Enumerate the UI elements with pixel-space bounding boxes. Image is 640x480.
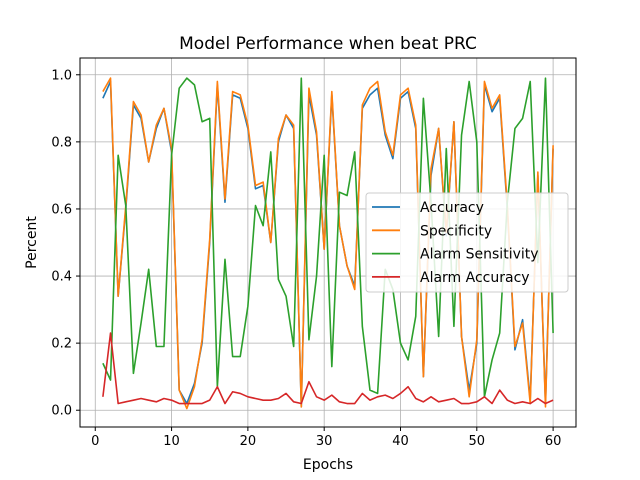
y-tick-label: 0.4 (51, 270, 72, 285)
plot-frame (79, 57, 577, 428)
series-line-alarm-sensitivity (102, 77, 554, 398)
series-line-alarm-accuracy (102, 332, 554, 405)
axis-ticks: 0 10 20 30 40 50 60 0.0 0.2 0.4 0.6 0.8 1.0 (51, 68, 561, 449)
y-tick-label: 0.6 (51, 202, 72, 217)
legend: Accuracy Specificity Alarm Sensitivity Alar… (365, 192, 569, 293)
x-tick-label: 60 (545, 434, 562, 449)
x-tick-label: 10 (163, 434, 180, 449)
y-tick-label: 0.8 (51, 135, 72, 150)
legend-label-alarm-sensitivity: Alarm Sensitivity (420, 247, 539, 263)
x-axis-label: Epochs (303, 457, 353, 473)
legend-box (365, 192, 569, 293)
y-tick-label: 0.2 (51, 337, 72, 352)
chart-title: Model Performance when beat PRC (179, 34, 477, 54)
series-line-specificity (102, 77, 554, 410)
legend-label-specificity: Specificity (420, 223, 492, 239)
x-tick-label: 0 (91, 434, 99, 449)
x-tick-label: 20 (240, 434, 257, 449)
y-axis-label: Percent (24, 216, 40, 269)
x-tick-label: 40 (392, 434, 409, 449)
x-tick-label: 50 (469, 434, 486, 449)
series-lines (102, 77, 554, 410)
y-tick-label: 0.0 (51, 404, 72, 419)
legend-label-alarm-accuracy: Alarm Accuracy (420, 270, 530, 286)
y-tick-label: 1.0 (51, 68, 72, 83)
x-tick-label: 30 (316, 434, 333, 449)
legend-label-accuracy: Accuracy (420, 200, 484, 216)
